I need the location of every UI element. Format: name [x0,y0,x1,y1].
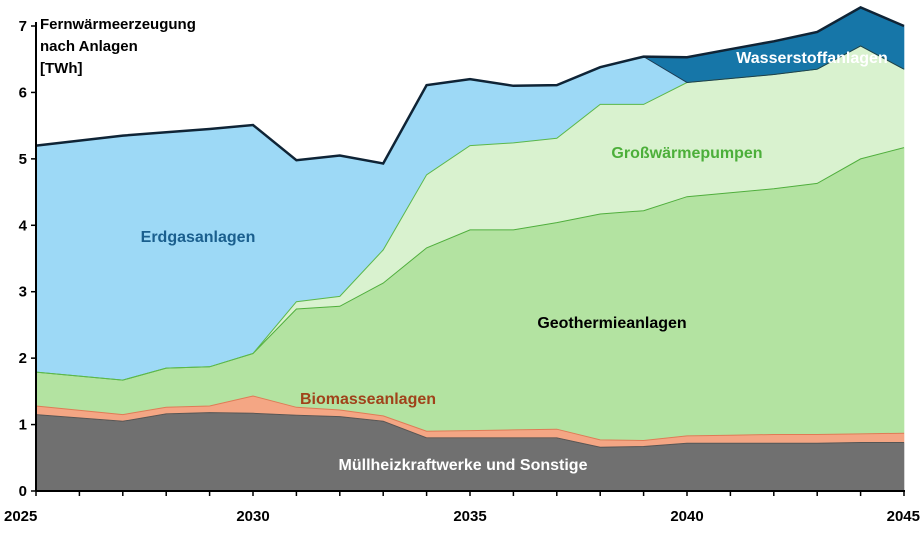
y-tick-label: 5 [19,151,27,168]
y-tick-label: 0 [19,483,27,500]
boundary-wasserstoffanlagen [35,6,905,165]
y-tick-label: 1 [19,417,27,434]
label-wasserstoffanlagen: Wasserstoffanlagen [736,50,887,67]
x-tick-label: 2025 [4,508,37,525]
x-tick-label: 2030 [236,508,269,525]
title-line-3: [TWh] [40,60,82,77]
label-biomasseanlagen: Biomasseanlagen [300,391,436,408]
x-tick-label: 2045 [887,508,920,525]
y-tick-label: 3 [19,284,27,301]
area-labels: Müllheizkraftwerke und Sonstige Biomassea… [141,50,888,474]
boundary-biomasseanlagen [35,395,905,442]
outline-layer [35,6,905,448]
y-tick-label: 2 [19,350,27,367]
y-ticks: 0 1 2 3 4 5 6 7 [19,18,36,500]
label-geothermieanlagen: Geothermieanlagen [537,315,686,332]
chart-title: Fernwärmeerzeugung nach Anlagen [TWh] [40,16,200,77]
label-erdgasanlagen: Erdgasanlagen [141,229,256,246]
x-tick-label: 2040 [670,508,703,525]
x-ticks: 2025 2030 2035 2040 2045 [4,491,920,525]
y-tick-label: 6 [19,84,27,101]
area-layer [35,7,905,492]
axes: 0 1 2 3 4 5 6 7 2025 2030 2035 2040 2045 [4,18,920,525]
label-grosswaermepumpen: Großwärmepumpen [611,145,762,162]
y-tick-label: 4 [19,217,28,234]
x-tick-label: 2035 [453,508,486,525]
y-tick-label: 7 [19,18,27,35]
label-muellheizkraftwerke-und-sonstige: Müllheizkraftwerke und Sonstige [339,457,588,474]
title-line-2: nach Anlagen [40,38,138,55]
boundary-muellheizkraftwerke-und-sonstige [35,412,904,448]
title-line-1: Fernwärmeerzeugung [40,16,196,33]
